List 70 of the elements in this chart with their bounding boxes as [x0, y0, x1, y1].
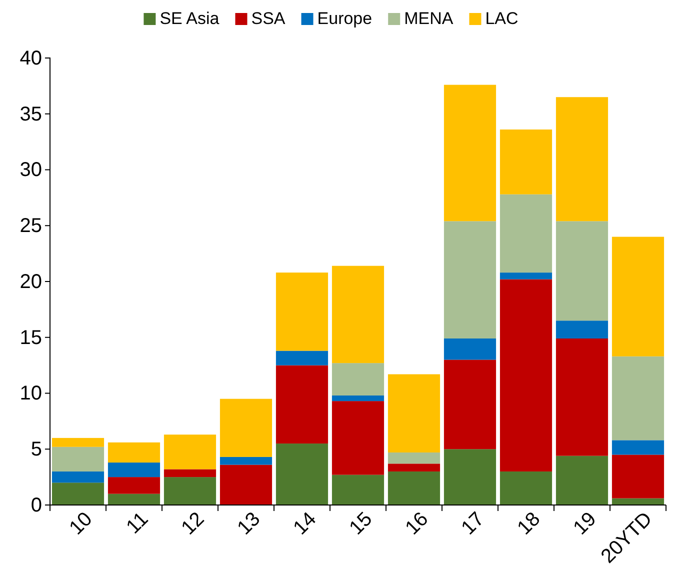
bar — [612, 454, 664, 498]
y-tick-label: 20 — [20, 270, 42, 293]
y-tick-label: 0 — [30, 494, 42, 516]
bar — [276, 350, 328, 366]
bar — [500, 130, 552, 194]
bar — [556, 97, 608, 222]
y-tick-label: 25 — [20, 215, 42, 238]
y-tick-label: 40 — [20, 47, 42, 70]
bar — [444, 221, 496, 338]
bar — [500, 272, 552, 280]
x-tick-label: 11 — [122, 508, 153, 538]
bar — [332, 474, 384, 505]
y-tick-label: 5 — [30, 438, 42, 461]
bar — [276, 444, 328, 505]
bar — [612, 356, 664, 440]
legend-label: LAC — [485, 9, 518, 28]
legend-label: MENA — [404, 9, 454, 28]
x-tick-label: 10 — [65, 508, 97, 540]
bar — [612, 236, 664, 356]
bar — [500, 471, 552, 505]
bar — [108, 494, 160, 505]
bar — [276, 272, 328, 351]
bar — [556, 221, 608, 321]
y-tick-label: 15 — [20, 326, 42, 349]
bar — [220, 464, 272, 505]
bar — [276, 365, 328, 444]
x-tick-label: 17 — [457, 508, 489, 540]
bar — [556, 320, 608, 338]
bar — [332, 363, 384, 396]
bar — [444, 360, 496, 450]
x-tick-label: 13 — [233, 508, 265, 540]
bar — [388, 452, 440, 464]
bar — [388, 464, 440, 472]
bar — [388, 471, 440, 505]
bar — [444, 449, 496, 505]
bar — [332, 395, 384, 402]
bar — [332, 401, 384, 475]
bar — [388, 374, 440, 452]
bar — [556, 338, 608, 456]
bar — [52, 482, 104, 505]
bar — [52, 446, 104, 472]
bar — [108, 462, 160, 478]
bar — [444, 84, 496, 222]
bar — [164, 477, 216, 505]
y-tick-label: 30 — [20, 159, 42, 182]
bar — [220, 456, 272, 465]
bar — [332, 266, 384, 364]
bar — [612, 440, 664, 455]
y-tick-label: 35 — [20, 103, 42, 126]
x-tick-label: 12 — [177, 508, 209, 540]
y-tick-label: 10 — [20, 382, 42, 405]
bar — [164, 434, 216, 470]
bar — [500, 194, 552, 273]
x-tick-label: 15 — [345, 508, 377, 540]
bar — [500, 279, 552, 472]
x-tick-label: 16 — [401, 508, 433, 540]
legend-label: SSA — [251, 9, 286, 28]
x-tick-label: 14 — [289, 508, 321, 540]
bar — [52, 471, 104, 483]
bar — [52, 438, 104, 447]
bar — [108, 477, 160, 494]
bar — [164, 469, 216, 478]
bar — [556, 456, 608, 505]
x-tick-label: 19 — [569, 508, 601, 540]
x-tick-label: 18 — [513, 508, 545, 540]
bar — [220, 398, 272, 457]
legend-label: Europe — [317, 9, 372, 28]
bar — [108, 442, 160, 463]
bar — [444, 338, 496, 360]
legend-label: SE Asia — [160, 9, 220, 28]
